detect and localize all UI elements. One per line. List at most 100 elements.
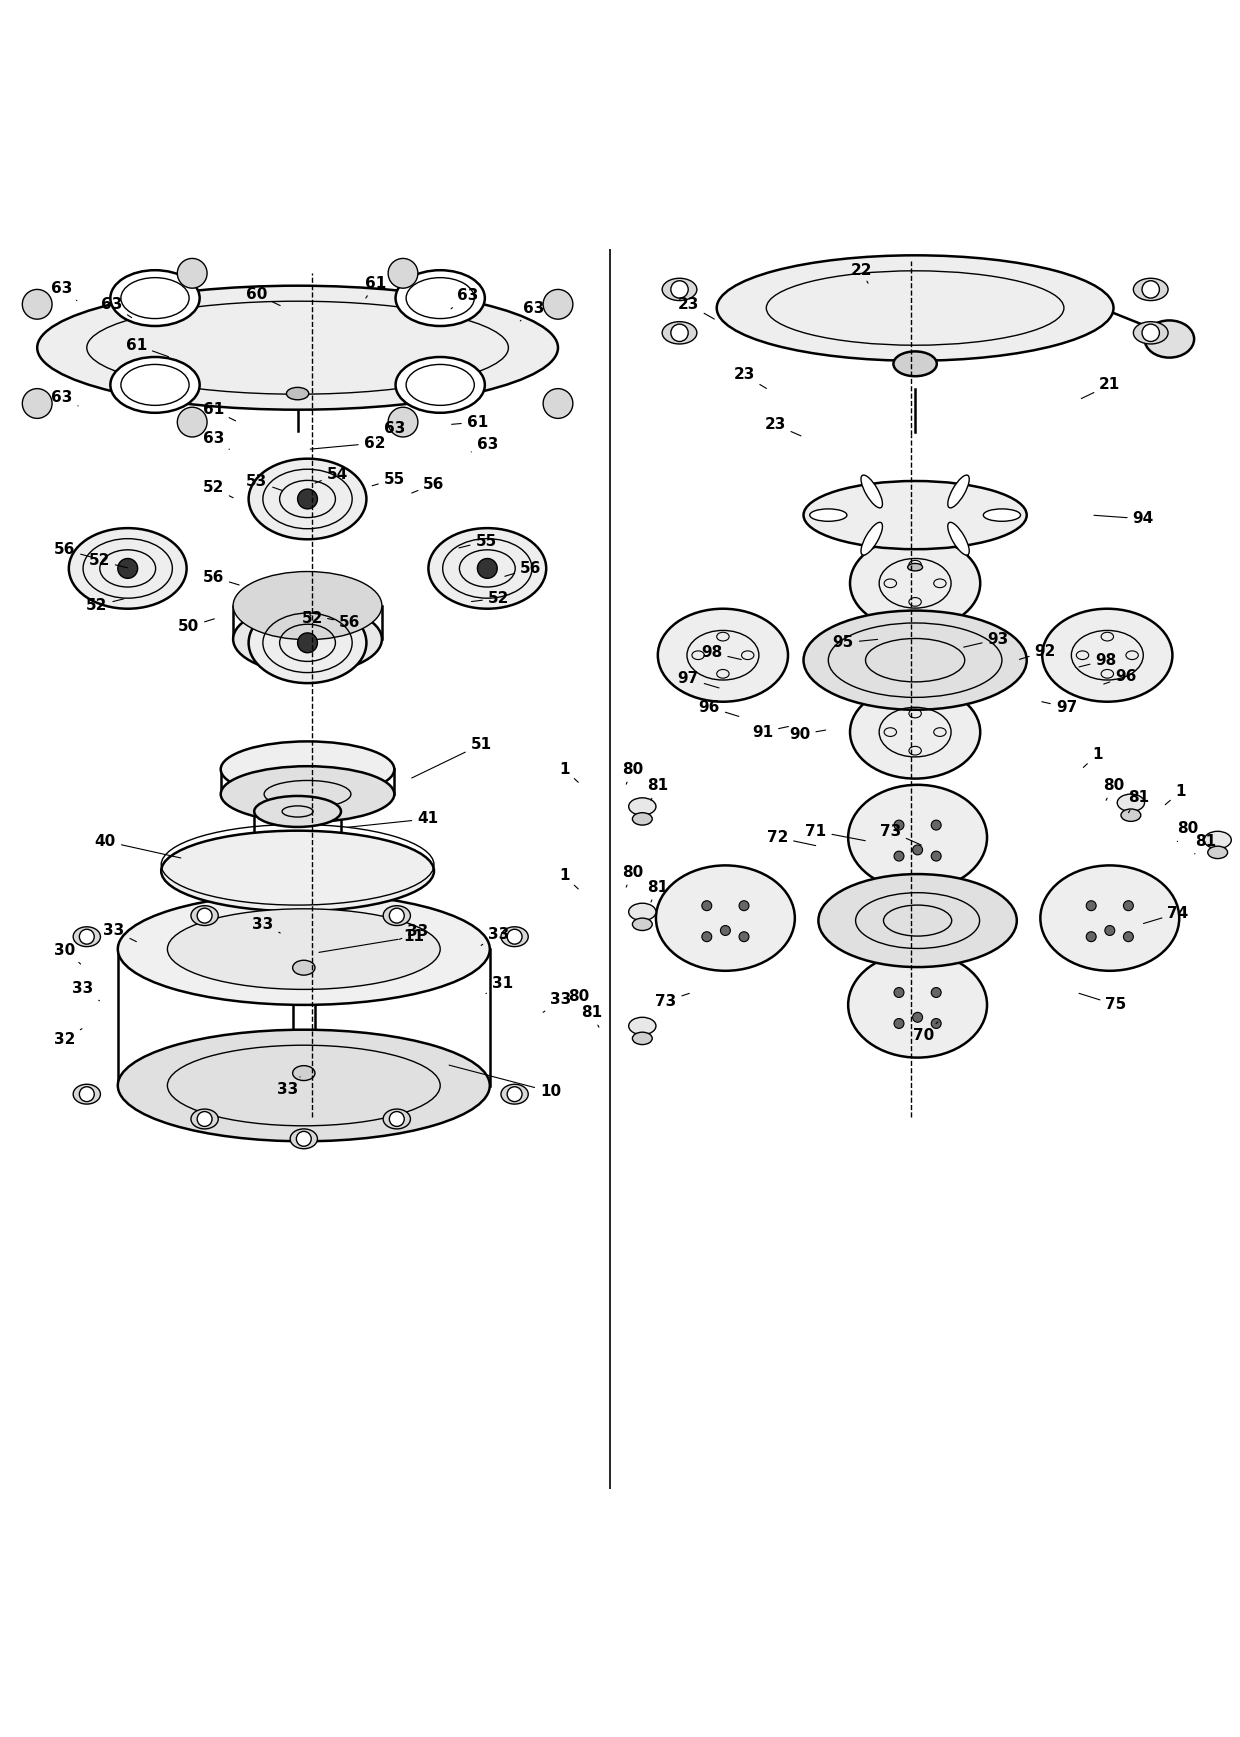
Circle shape	[388, 406, 418, 438]
Text: 51: 51	[412, 736, 492, 778]
Text: 50: 50	[177, 618, 215, 634]
Text: 41: 41	[347, 811, 439, 827]
Ellipse shape	[804, 611, 1027, 710]
Text: 52: 52	[88, 554, 128, 568]
Text: 54: 54	[315, 467, 348, 483]
Ellipse shape	[629, 797, 656, 815]
Ellipse shape	[632, 919, 652, 931]
Ellipse shape	[110, 271, 200, 327]
Ellipse shape	[1208, 846, 1228, 858]
Circle shape	[1105, 926, 1115, 936]
Text: 22: 22	[851, 264, 873, 283]
Circle shape	[177, 406, 207, 438]
Ellipse shape	[1117, 794, 1145, 811]
Circle shape	[913, 844, 923, 855]
Text: 81: 81	[1127, 790, 1149, 813]
Ellipse shape	[851, 686, 980, 778]
Text: 63: 63	[521, 301, 544, 321]
Ellipse shape	[666, 144, 718, 175]
Circle shape	[177, 259, 207, 288]
Ellipse shape	[191, 1108, 218, 1129]
Ellipse shape	[383, 1108, 410, 1129]
Circle shape	[388, 259, 418, 288]
Text: 80: 80	[1177, 822, 1199, 841]
Circle shape	[894, 851, 904, 862]
Text: 80: 80	[1102, 778, 1125, 801]
Text: 63: 63	[451, 288, 479, 309]
Ellipse shape	[810, 509, 847, 521]
Text: 1: 1	[1166, 783, 1185, 804]
Ellipse shape	[233, 571, 382, 639]
Ellipse shape	[37, 285, 558, 410]
Text: 80: 80	[621, 763, 644, 783]
Circle shape	[197, 908, 212, 922]
Ellipse shape	[947, 523, 970, 556]
Text: 56: 56	[412, 476, 445, 493]
Circle shape	[894, 820, 904, 830]
Ellipse shape	[73, 1084, 100, 1105]
Text: 63: 63	[471, 438, 498, 452]
Text: 70: 70	[913, 1021, 937, 1044]
Ellipse shape	[947, 476, 970, 507]
Text: 1: 1	[559, 763, 578, 782]
Text: 33: 33	[103, 922, 136, 941]
Text: 61: 61	[125, 337, 169, 356]
Text: 52: 52	[301, 610, 324, 625]
Ellipse shape	[848, 952, 987, 1058]
Circle shape	[894, 988, 904, 997]
Ellipse shape	[851, 537, 980, 631]
Text: 61: 61	[451, 415, 489, 429]
Circle shape	[671, 281, 688, 299]
Circle shape	[79, 929, 94, 945]
Text: 91: 91	[751, 724, 789, 740]
Ellipse shape	[73, 928, 100, 947]
Circle shape	[22, 389, 52, 419]
Ellipse shape	[818, 874, 1017, 968]
Ellipse shape	[161, 830, 434, 912]
Circle shape	[79, 1087, 94, 1101]
Text: 32: 32	[53, 1028, 82, 1047]
Ellipse shape	[69, 528, 186, 608]
Text: 56: 56	[202, 570, 239, 585]
Circle shape	[477, 559, 497, 578]
Ellipse shape	[221, 766, 394, 822]
Ellipse shape	[248, 459, 367, 538]
Text: 74: 74	[1143, 905, 1189, 924]
Circle shape	[739, 931, 749, 941]
Circle shape	[931, 820, 941, 830]
Circle shape	[702, 931, 712, 941]
Circle shape	[1123, 902, 1133, 910]
Circle shape	[702, 902, 712, 910]
Text: 33: 33	[252, 917, 280, 933]
Ellipse shape	[717, 255, 1114, 361]
Ellipse shape	[396, 271, 485, 327]
Ellipse shape	[254, 796, 341, 827]
Circle shape	[931, 851, 941, 862]
Text: 33: 33	[72, 981, 99, 1001]
Ellipse shape	[429, 528, 546, 608]
Circle shape	[931, 988, 941, 997]
Ellipse shape	[656, 865, 795, 971]
Text: 98: 98	[701, 644, 742, 660]
Ellipse shape	[1133, 321, 1168, 344]
Ellipse shape	[221, 742, 394, 797]
Text: 55: 55	[459, 533, 497, 549]
Circle shape	[543, 389, 573, 419]
Ellipse shape	[501, 1084, 528, 1105]
Ellipse shape	[662, 321, 697, 344]
Ellipse shape	[118, 893, 490, 1006]
Text: 73: 73	[655, 994, 689, 1009]
Ellipse shape	[396, 358, 485, 413]
Text: 80: 80	[568, 988, 590, 1007]
Ellipse shape	[167, 908, 440, 990]
Ellipse shape	[501, 928, 528, 947]
Text: 63: 63	[202, 431, 229, 450]
Text: 71: 71	[805, 823, 866, 841]
Text: 61: 61	[365, 276, 387, 299]
Circle shape	[22, 290, 52, 320]
Circle shape	[507, 929, 522, 945]
Circle shape	[1142, 281, 1159, 299]
Text: 33: 33	[399, 924, 429, 940]
Circle shape	[298, 490, 317, 509]
Text: 63: 63	[51, 389, 78, 406]
